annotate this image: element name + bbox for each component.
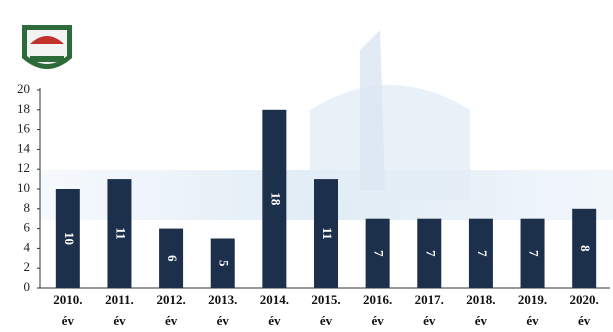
y-tick-label: 0 <box>24 279 31 294</box>
x-tick-label: 2011. év <box>105 292 134 328</box>
bar <box>210 238 235 288</box>
value-label: 10 <box>62 232 77 245</box>
bar <box>365 218 390 288</box>
value-label: 11 <box>113 227 128 239</box>
x-tick-label: 2017. év <box>414 292 444 328</box>
x-tick-label: 2010. év <box>53 292 83 328</box>
value-label: 7 <box>423 250 438 257</box>
value-label: 11 <box>320 227 335 239</box>
y-tick-label: 8 <box>24 200 31 215</box>
x-tick-label: 2014. év <box>259 292 289 328</box>
value-label: 8 <box>578 245 593 252</box>
bar <box>417 218 442 288</box>
x-tick-label: 2019. év <box>517 292 548 328</box>
bar <box>572 208 597 288</box>
bar <box>520 218 545 288</box>
y-tick-label: 18 <box>17 101 30 116</box>
bar <box>107 179 132 288</box>
y-tick-label: 6 <box>24 220 31 235</box>
y-tick-label: 16 <box>17 121 31 136</box>
bar <box>314 179 338 288</box>
y-tick-label: 14 <box>17 140 31 155</box>
y-tick-label: 2 <box>24 259 31 274</box>
bar <box>468 218 493 288</box>
bar <box>55 189 80 288</box>
value-label: 6 <box>165 255 180 262</box>
bar <box>262 109 287 288</box>
x-tick-label: 2018. év <box>466 292 496 328</box>
logo <box>22 25 72 69</box>
y-tick-label: 20 <box>17 81 30 96</box>
y-tick-label: 12 <box>17 160 30 175</box>
x-tick-label: 2015. év <box>311 292 341 328</box>
value-label: 7 <box>527 250 542 257</box>
value-label: 7 <box>475 250 490 257</box>
x-tick-label: 2013. év <box>208 292 238 328</box>
value-label: 7 <box>372 250 387 257</box>
value-label: 5 <box>217 260 232 267</box>
value-label: 18 <box>268 192 283 206</box>
bar <box>159 228 184 288</box>
x-tick-label: 2016. év <box>363 292 393 328</box>
y-tick-label: 10 <box>17 180 30 195</box>
x-tick-label: 2020. év <box>569 292 599 328</box>
x-tick-label: 2012. év <box>156 292 186 328</box>
y-tick-label: 4 <box>24 239 31 254</box>
background-tower <box>360 30 385 190</box>
background-building <box>310 85 470 200</box>
